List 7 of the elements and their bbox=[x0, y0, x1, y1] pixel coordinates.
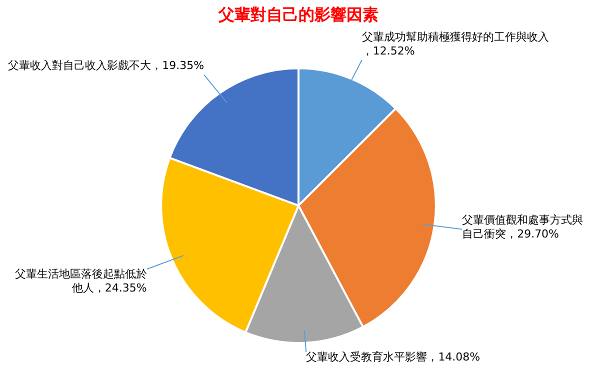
slice-label: 父輩生活地區落後起點低於他人，24.35% bbox=[14, 267, 147, 294]
slice-label: 父輩收入受教育水平影響，14.08% bbox=[306, 350, 480, 364]
data-label: ，12.52% bbox=[362, 44, 415, 58]
slice-label: 父輩成功幫助積極獲得好的工作與收入 bbox=[362, 30, 549, 44]
slice-label: 父輩收入對自己收入影戲不大，19.35% bbox=[8, 59, 204, 72]
chart-title: 父輩對自己的影響因素 bbox=[218, 4, 378, 24]
slice-label: 父輩價值觀和處事方式與自己衝突，29.70% bbox=[462, 214, 584, 241]
